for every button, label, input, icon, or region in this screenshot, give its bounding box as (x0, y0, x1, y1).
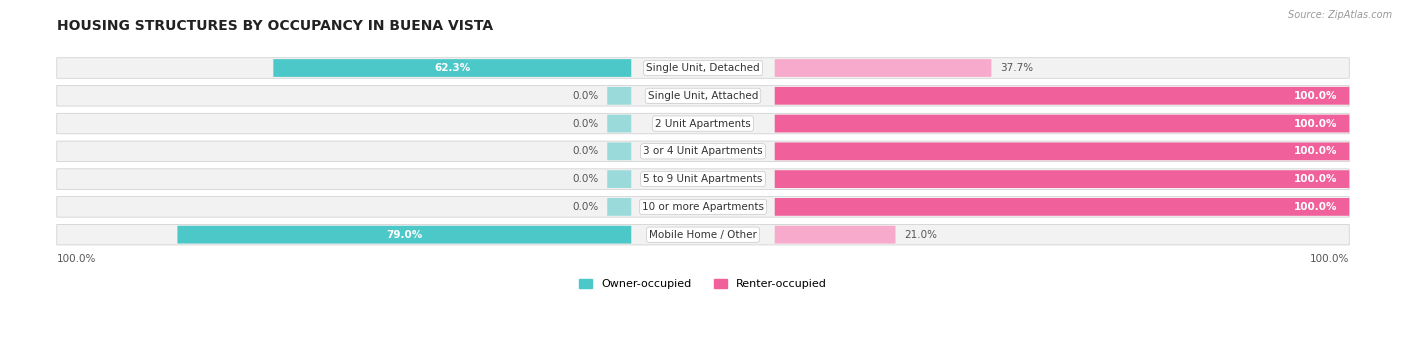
Legend: Owner-occupied, Renter-occupied: Owner-occupied, Renter-occupied (575, 274, 831, 294)
Text: 37.7%: 37.7% (1000, 63, 1033, 73)
Text: 21.0%: 21.0% (904, 230, 938, 240)
FancyBboxPatch shape (56, 169, 1350, 189)
Text: 100.0%: 100.0% (1310, 254, 1350, 264)
FancyBboxPatch shape (775, 226, 896, 244)
Text: Source: ZipAtlas.com: Source: ZipAtlas.com (1288, 10, 1392, 20)
Text: 79.0%: 79.0% (387, 230, 422, 240)
Text: 100.0%: 100.0% (1294, 119, 1337, 129)
Text: 0.0%: 0.0% (572, 91, 599, 101)
Text: Single Unit, Attached: Single Unit, Attached (648, 91, 758, 101)
Text: Single Unit, Detached: Single Unit, Detached (647, 63, 759, 73)
FancyBboxPatch shape (607, 87, 631, 105)
Text: 0.0%: 0.0% (572, 202, 599, 212)
FancyBboxPatch shape (775, 115, 1350, 132)
Text: 0.0%: 0.0% (572, 174, 599, 184)
Text: 100.0%: 100.0% (56, 254, 96, 264)
Text: 2 Unit Apartments: 2 Unit Apartments (655, 119, 751, 129)
Text: 5 to 9 Unit Apartments: 5 to 9 Unit Apartments (644, 174, 762, 184)
FancyBboxPatch shape (56, 141, 1350, 162)
Text: 62.3%: 62.3% (434, 63, 471, 73)
Text: 0.0%: 0.0% (572, 146, 599, 156)
Text: HOUSING STRUCTURES BY OCCUPANCY IN BUENA VISTA: HOUSING STRUCTURES BY OCCUPANCY IN BUENA… (56, 19, 494, 33)
FancyBboxPatch shape (607, 115, 631, 132)
FancyBboxPatch shape (177, 226, 631, 244)
FancyBboxPatch shape (607, 143, 631, 160)
Text: 0.0%: 0.0% (572, 119, 599, 129)
FancyBboxPatch shape (775, 59, 991, 77)
FancyBboxPatch shape (607, 198, 631, 216)
Text: 100.0%: 100.0% (1294, 174, 1337, 184)
FancyBboxPatch shape (775, 87, 1350, 105)
FancyBboxPatch shape (775, 143, 1350, 160)
Text: 10 or more Apartments: 10 or more Apartments (643, 202, 763, 212)
FancyBboxPatch shape (56, 197, 1350, 217)
FancyBboxPatch shape (56, 113, 1350, 134)
FancyBboxPatch shape (607, 170, 631, 188)
Text: Mobile Home / Other: Mobile Home / Other (650, 230, 756, 240)
Text: 100.0%: 100.0% (1294, 202, 1337, 212)
FancyBboxPatch shape (56, 86, 1350, 106)
Text: 100.0%: 100.0% (1294, 91, 1337, 101)
FancyBboxPatch shape (56, 58, 1350, 78)
FancyBboxPatch shape (273, 59, 631, 77)
FancyBboxPatch shape (56, 224, 1350, 245)
Text: 3 or 4 Unit Apartments: 3 or 4 Unit Apartments (643, 146, 763, 156)
FancyBboxPatch shape (775, 170, 1350, 188)
FancyBboxPatch shape (775, 198, 1350, 216)
Text: 100.0%: 100.0% (1294, 146, 1337, 156)
